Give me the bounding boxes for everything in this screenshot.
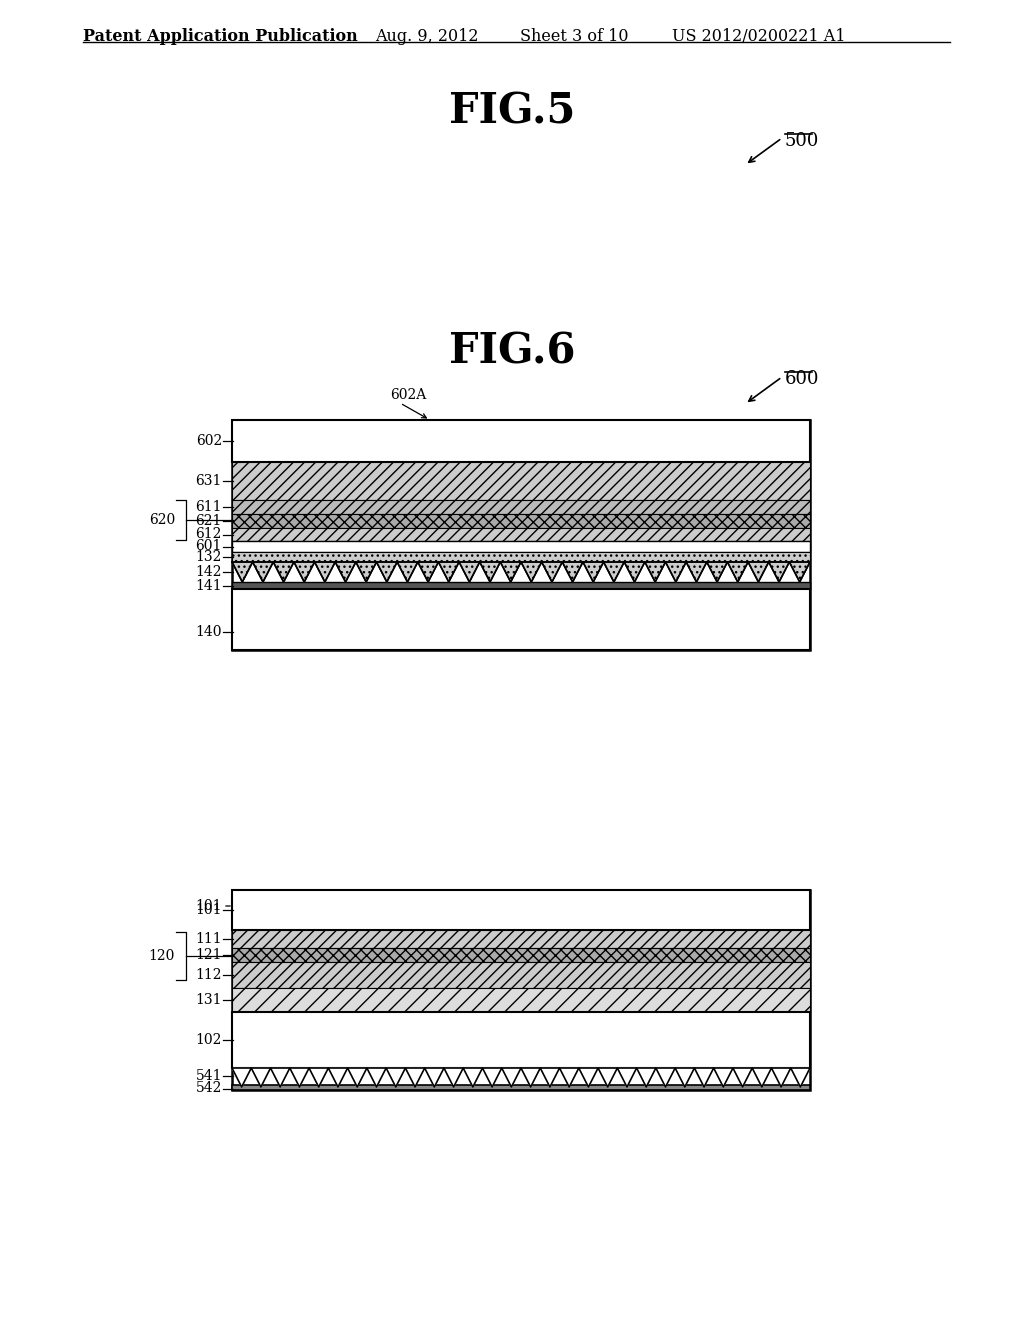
Text: 600: 600 — [785, 370, 819, 388]
Text: 131: 131 — [196, 993, 222, 1007]
Text: 140: 140 — [196, 624, 222, 639]
Text: 102: 102 — [196, 1034, 222, 1047]
Polygon shape — [232, 562, 810, 582]
Bar — [232, 500, 810, 513]
Bar — [232, 1085, 810, 1090]
Bar — [232, 528, 810, 541]
Text: FIG.6: FIG.6 — [449, 330, 575, 372]
Bar — [232, 541, 810, 552]
Text: 111: 111 — [196, 932, 222, 946]
Bar — [232, 987, 810, 1012]
Bar — [232, 962, 810, 987]
Bar — [232, 931, 810, 948]
Bar — [232, 420, 810, 462]
Text: 142: 142 — [196, 565, 222, 579]
Text: Aug. 9, 2012: Aug. 9, 2012 — [375, 28, 478, 45]
Bar — [232, 420, 810, 649]
Text: 500: 500 — [785, 132, 819, 150]
Bar — [232, 589, 810, 649]
Bar — [232, 1012, 810, 1068]
Bar — [232, 890, 810, 1090]
Text: 121: 121 — [196, 948, 222, 962]
Text: 602A: 602A — [390, 388, 426, 403]
Text: 631: 631 — [196, 474, 222, 488]
Text: FIG.5: FIG.5 — [449, 90, 575, 132]
Text: 101: 101 — [196, 899, 222, 913]
Text: 620: 620 — [148, 512, 175, 527]
Text: 120: 120 — [148, 949, 175, 964]
Bar — [232, 462, 810, 500]
Bar — [232, 948, 810, 962]
Text: 542: 542 — [196, 1081, 222, 1096]
Text: Sheet 3 of 10: Sheet 3 of 10 — [520, 28, 629, 45]
Text: 612: 612 — [196, 528, 222, 541]
Text: 602: 602 — [196, 434, 222, 447]
Bar — [232, 552, 810, 562]
Text: 141: 141 — [196, 578, 222, 593]
Polygon shape — [232, 1068, 810, 1086]
Text: 621: 621 — [196, 513, 222, 528]
Bar — [232, 582, 810, 589]
Text: US 2012/0200221 A1: US 2012/0200221 A1 — [672, 28, 846, 45]
Text: 101: 101 — [196, 903, 222, 917]
Text: 132: 132 — [196, 550, 222, 564]
Text: 611: 611 — [196, 500, 222, 513]
Text: 541: 541 — [196, 1068, 222, 1082]
Text: Patent Application Publication: Patent Application Publication — [83, 28, 357, 45]
Bar — [232, 890, 810, 931]
Text: 112: 112 — [196, 968, 222, 982]
Text: 601: 601 — [196, 540, 222, 553]
Bar — [232, 513, 810, 528]
